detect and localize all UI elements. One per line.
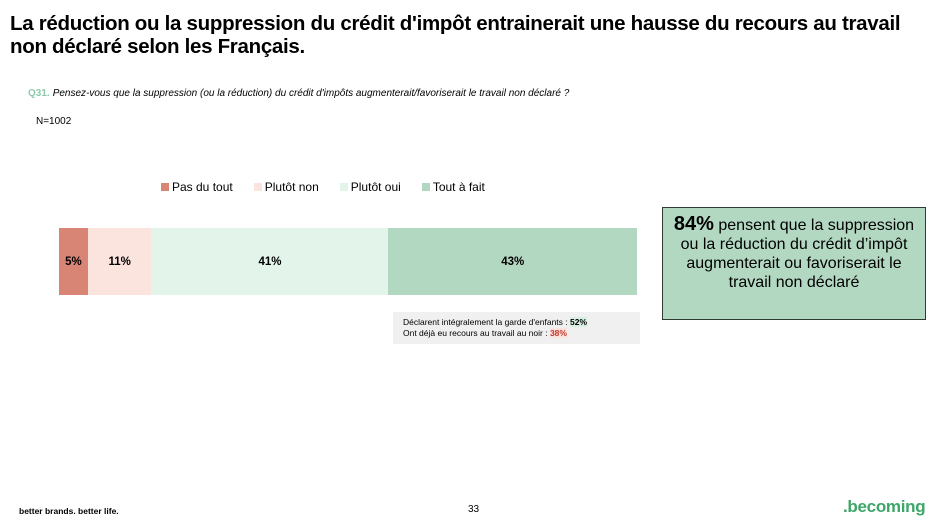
bar-segment: 41% <box>151 228 389 295</box>
legend-swatch <box>161 183 169 191</box>
bar-segment: 43% <box>388 228 637 295</box>
page-number: 33 <box>468 504 480 515</box>
question-text: Q31. Pensez-vous que la suppression (ou l… <box>28 88 569 99</box>
bar-segment: 5% <box>59 228 88 295</box>
legend-item: Plutôt oui <box>339 180 401 194</box>
note-line-1: Déclarent intégralement la garde d'enfan… <box>403 317 640 328</box>
summary-callout: 84% pensent que la suppression ou la réd… <box>662 207 926 320</box>
stacked-bar: 5% 11% 41% 43% <box>59 228 637 295</box>
legend-label: Pas du tout <box>172 180 233 194</box>
note-line-2-text: Ont déjà eu recours au travail au noir : <box>403 328 550 338</box>
bar-segment-label: 43% <box>501 255 525 268</box>
legend-label: Tout à fait <box>432 180 485 194</box>
legend-item: Plutôt non <box>253 180 319 194</box>
callout-text: pensent que la suppression ou la réducti… <box>680 217 915 291</box>
legend-swatch <box>421 183 430 191</box>
legend-item: Tout à fait <box>421 180 485 194</box>
bar-segment: 11% <box>87 228 152 295</box>
note-box: Déclarent intégralement la garde d'enfan… <box>393 312 640 344</box>
becoming-logo: .becoming <box>843 497 926 516</box>
callout-percent: 84% <box>673 213 714 235</box>
legend-swatch <box>253 183 262 191</box>
chart-legend: Pas du tout Plutôt non Plutôt oui Tout à fa… <box>161 180 506 194</box>
footer-tagline: better brands. better life. <box>19 506 119 516</box>
legend-label: Plutôt oui <box>350 180 401 194</box>
note-line-1-value: 52% <box>570 317 588 327</box>
question-number: Q31. <box>28 88 50 99</box>
bar-segment-label: 11% <box>108 255 131 268</box>
note-line-2-value: 38% <box>549 328 567 338</box>
note-line-2: Ont déjà eu recours au travail au noir :… <box>403 328 640 339</box>
bar-segment-label: 41% <box>258 255 282 268</box>
legend-label: Plutôt non <box>264 180 319 194</box>
sample-size: N=1002 <box>36 116 72 127</box>
legend-item: Pas du tout <box>161 180 233 194</box>
legend-swatch <box>339 183 348 191</box>
question-label: Pensez-vous que la suppression (ou la ré… <box>52 88 570 99</box>
page-title: La réduction ou la suppression du crédit… <box>10 12 901 58</box>
note-line-1-text: Déclarent intégralement la garde d'enfan… <box>403 317 570 327</box>
bar-segment-label: 5% <box>65 255 82 268</box>
